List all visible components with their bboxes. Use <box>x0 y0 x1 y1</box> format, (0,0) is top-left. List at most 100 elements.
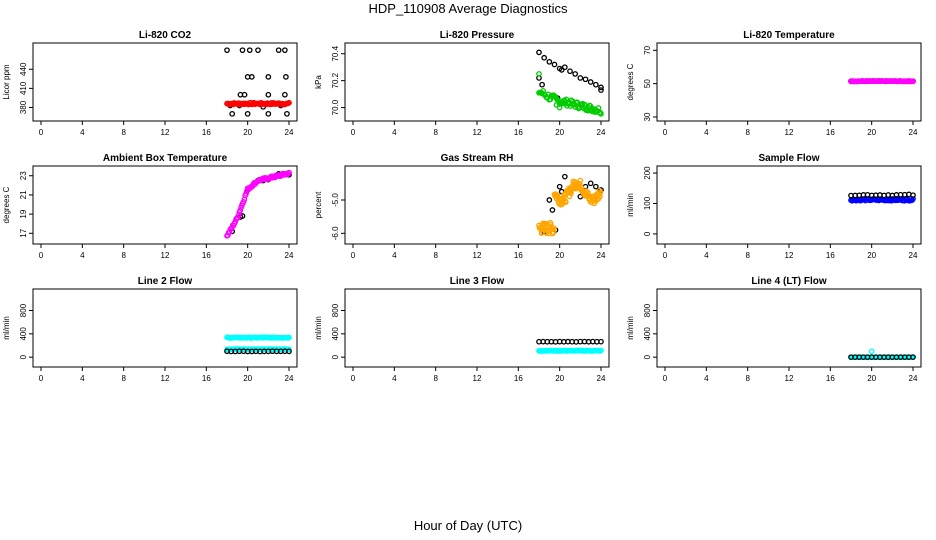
plot-frame <box>32 42 298 122</box>
data-point <box>237 207 244 214</box>
data-point <box>541 54 548 61</box>
x-tick-label: 4 <box>80 251 85 260</box>
x-tick-label: 0 <box>351 128 356 137</box>
y-tick-label: 800 <box>643 303 652 317</box>
y-tick-label: 50 <box>643 79 652 88</box>
panel-1: Li-820 Pressure 0 4 8 12 16 20 24 70.0 70.2 70.4 kP… <box>314 30 610 137</box>
y-tick-label: 200 <box>643 166 652 180</box>
x-tick-label: 0 <box>351 251 356 260</box>
x-tick-label: 24 <box>597 128 606 137</box>
data-point <box>577 177 584 184</box>
data-point <box>587 180 594 187</box>
data-point <box>587 79 594 85</box>
x-tick-label: 20 <box>867 374 876 383</box>
x-tick-label: 16 <box>202 251 211 260</box>
data-point <box>265 91 272 98</box>
series-magenta <box>224 169 292 239</box>
x-tick-label: 12 <box>785 374 794 383</box>
y-tick-label: 800 <box>19 303 28 317</box>
data-point <box>551 225 557 232</box>
y-tick-label: 0 <box>331 354 340 359</box>
y-axis-label: degrees C <box>2 186 11 223</box>
x-tick-label: 0 <box>663 251 668 260</box>
x-tick-label: 20 <box>555 128 564 137</box>
panel-6: Line 2 Flow 0 4 8 12 16 20 24 0 400 800 ml/min <box>2 276 298 383</box>
data-point <box>286 99 292 106</box>
data-point <box>592 183 599 190</box>
plot-frame <box>344 165 610 245</box>
data-point <box>561 64 568 71</box>
data-point <box>597 189 604 196</box>
panel-4: Gas Stream RH 0 4 8 12 16 20 24 -6.0 -5.0 percent <box>314 153 610 260</box>
data-point <box>598 338 604 345</box>
data-point <box>246 47 253 54</box>
x-tick-label: 4 <box>704 128 709 137</box>
panel-7: Line 3 Flow 0 4 8 12 16 20 24 0 400 800 ml/min <box>314 276 610 383</box>
x-tick-label: 24 <box>597 251 606 260</box>
x-tick-label: 8 <box>745 374 750 383</box>
y-tick-label: 23 <box>19 171 28 180</box>
data-point <box>910 196 916 202</box>
data-point <box>224 47 230 54</box>
panel-title: Gas Stream RH <box>441 153 514 164</box>
plot-frame <box>32 288 298 368</box>
x-tick-label: 20 <box>243 251 252 260</box>
x-tick-label: 20 <box>555 374 564 383</box>
x-tick-label: 8 <box>745 128 750 137</box>
x-tick-label: 8 <box>433 251 438 260</box>
data-point <box>577 75 584 81</box>
x-tick-label: 12 <box>785 251 794 260</box>
x-tick-label: 16 <box>202 128 211 137</box>
x-tick-label: 24 <box>285 128 294 137</box>
x-tick-label: 20 <box>555 251 564 260</box>
panel-3: Ambient Box Temperature 0 4 8 12 16 20 24 17 19 21… <box>2 153 298 260</box>
x-tick-label: 12 <box>473 374 482 383</box>
data-point <box>584 107 591 114</box>
data-point <box>546 197 553 203</box>
y-axis-label: ml/min <box>626 193 635 217</box>
chart-main-title: HDP_110908 Average Diagnostics <box>368 1 568 16</box>
data-point <box>563 199 569 205</box>
y-tick-label: 400 <box>331 327 340 341</box>
x-tick-label: 0 <box>39 374 44 383</box>
x-tick-label: 8 <box>121 128 126 137</box>
y-tick-label: 400 <box>643 327 652 341</box>
y-axis-label: degrees C <box>626 63 635 100</box>
x-tick-label: 16 <box>202 374 211 383</box>
x-tick-label: 16 <box>514 374 523 383</box>
series-magenta <box>848 77 916 85</box>
y-tick-label: 380 <box>19 100 28 114</box>
y-axis-label: percent <box>314 191 323 218</box>
y-tick-label: 0 <box>643 231 652 236</box>
x-tick-label: 8 <box>433 374 438 383</box>
panel-title: Line 4 (LT) Flow <box>751 276 827 287</box>
data-point <box>572 71 579 77</box>
y-tick-label: 30 <box>643 112 652 121</box>
y-axis-label: ml/min <box>2 316 11 340</box>
data-point <box>536 71 542 77</box>
series-black <box>848 191 916 199</box>
x-tick-label: 20 <box>867 128 876 137</box>
x-tick-label: 12 <box>785 128 794 137</box>
data-point <box>598 87 604 93</box>
y-tick-label: 17 <box>19 228 28 237</box>
data-point <box>567 68 573 75</box>
x-tick-label: 16 <box>514 251 523 260</box>
data-point <box>592 81 599 88</box>
data-point <box>286 348 292 355</box>
x-tick-label: 16 <box>826 374 835 383</box>
y-axis-label: kPa <box>314 75 323 89</box>
panel-title: Sample Flow <box>758 153 819 164</box>
data-point <box>243 191 249 197</box>
y-tick-label: 0 <box>643 354 652 359</box>
data-point <box>282 47 288 54</box>
panel-title: Ambient Box Temperature <box>103 153 228 164</box>
y-tick-label: 410 <box>19 81 28 95</box>
data-point <box>248 74 255 80</box>
series-black <box>536 49 604 102</box>
y-tick-label: 800 <box>331 303 340 317</box>
x-tick-label: 0 <box>39 251 44 260</box>
y-axis-label: Licor ppm <box>2 64 11 99</box>
y-tick-label: 70.4 <box>331 45 340 61</box>
series-black <box>848 354 916 361</box>
